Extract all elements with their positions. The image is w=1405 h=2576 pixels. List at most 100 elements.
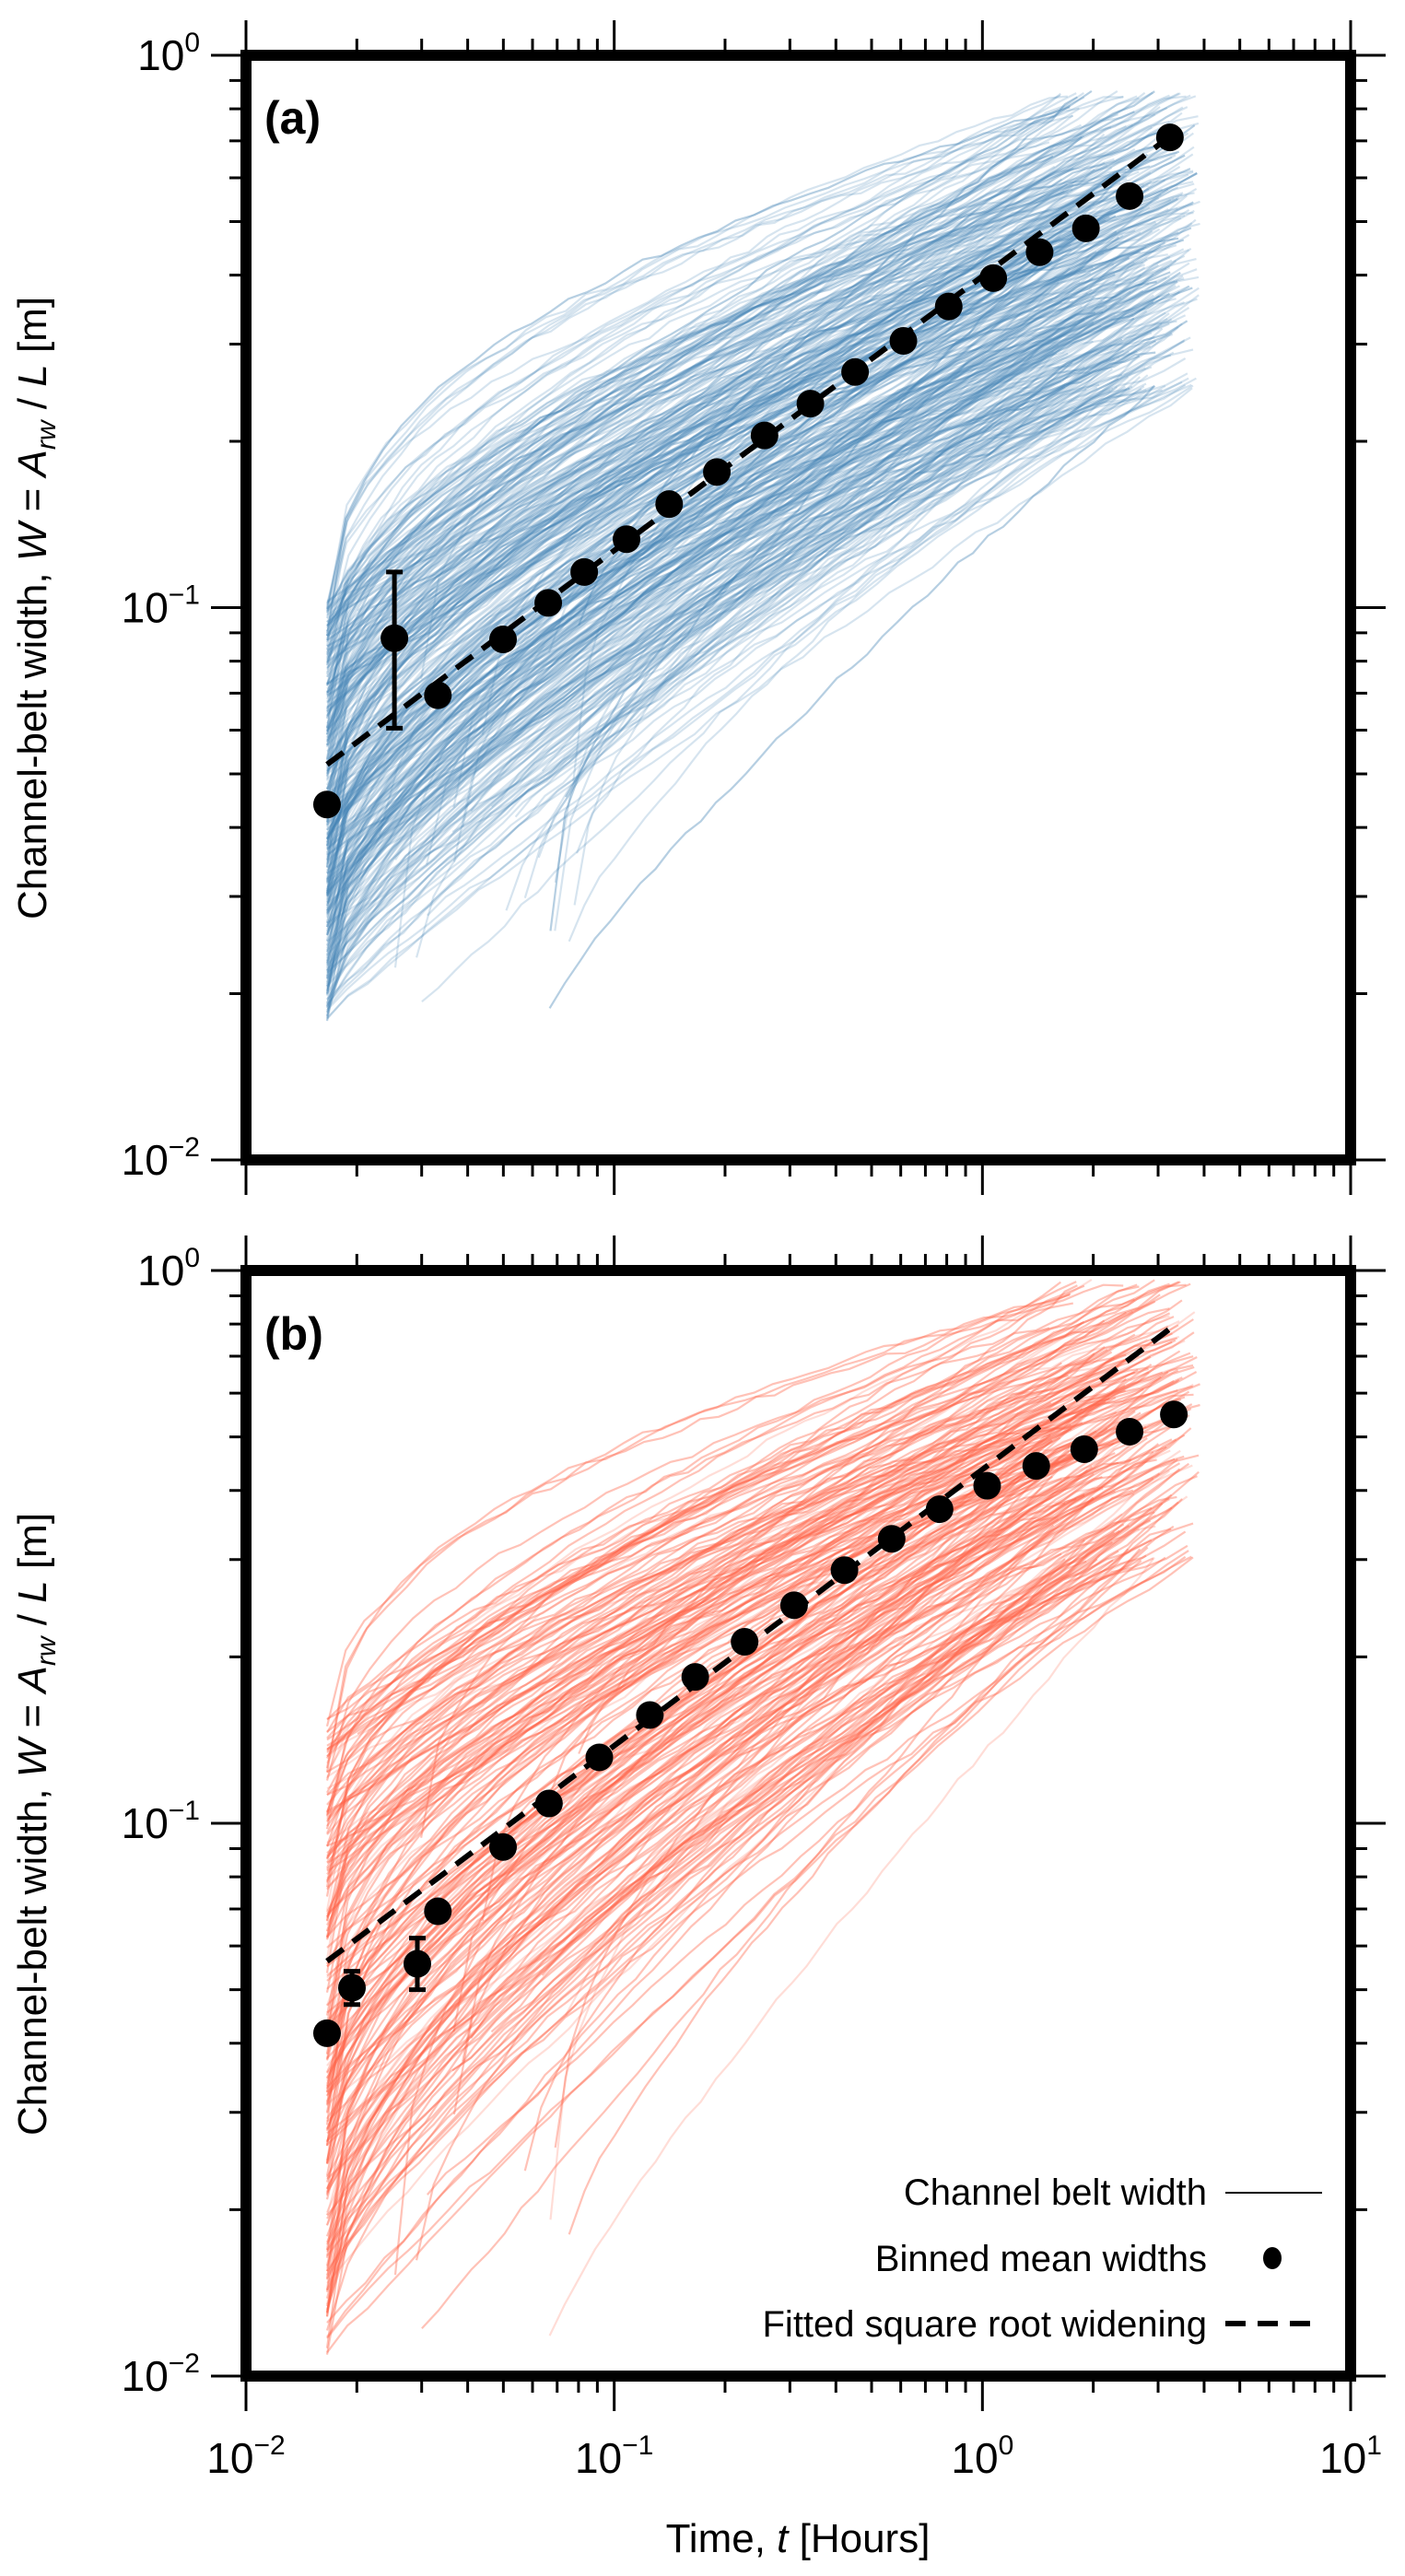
ensemble-trace bbox=[325, 201, 1194, 790]
ensemble-trace bbox=[325, 1461, 1119, 2073]
ensemble-trace bbox=[326, 275, 1184, 766]
ensemble-trace bbox=[326, 298, 1198, 847]
ensemble-trace bbox=[326, 90, 1155, 626]
ensemble-trace bbox=[326, 1438, 1177, 2023]
ensemble-trace bbox=[325, 357, 1187, 966]
ensemble-trace bbox=[326, 1475, 1198, 2089]
ensemble-trace bbox=[326, 282, 1150, 817]
ensemble-trace bbox=[523, 332, 1173, 899]
ensemble-trace bbox=[326, 344, 1113, 884]
ensemble-trace bbox=[326, 1332, 1173, 1915]
ensemble-trace bbox=[325, 333, 1174, 962]
ensemble-trace bbox=[325, 357, 1116, 971]
ensemble-trace bbox=[326, 385, 1133, 978]
ensemble-trace bbox=[325, 132, 1189, 685]
ensemble-trace bbox=[326, 280, 1178, 893]
ensemble-trace bbox=[325, 135, 1085, 686]
binned-mean-point bbox=[489, 1832, 518, 1861]
ensemble-trace bbox=[325, 1487, 1095, 2055]
x-tick-exp: 1 bbox=[1366, 2430, 1382, 2461]
ensemble-trace bbox=[325, 1312, 1171, 1817]
ensemble-trace bbox=[326, 327, 1060, 965]
ensemble-trace bbox=[578, 96, 1078, 626]
ensemble-trace bbox=[325, 1518, 1060, 2313]
ensemble-trace bbox=[325, 150, 1180, 759]
ensemble-trace bbox=[470, 1378, 1128, 2039]
ensemble-trace bbox=[326, 287, 1193, 840]
binned-mean-point bbox=[731, 1627, 759, 1656]
ensemble-trace bbox=[326, 97, 1140, 604]
ensemble-trace bbox=[325, 95, 1187, 643]
ensemble-trace bbox=[325, 1365, 1195, 1993]
x-tick-label: 10−1 bbox=[575, 2430, 653, 2482]
ensemble-trace bbox=[378, 199, 1083, 837]
ensemble-trace bbox=[326, 1359, 1126, 1965]
ensemble-trace bbox=[452, 277, 1185, 808]
ensemble-trace bbox=[325, 185, 1113, 777]
ensemble-trace bbox=[326, 1439, 1052, 1913]
ensemble-trace bbox=[325, 344, 1060, 991]
ensemble-trace bbox=[326, 327, 1164, 956]
ensemble-trace bbox=[325, 1472, 1160, 2045]
ensemble-trace bbox=[325, 387, 1130, 964]
ensemble-trace bbox=[325, 1437, 1148, 2129]
ensemble-trace bbox=[394, 250, 1140, 861]
binned-mean-point bbox=[796, 390, 825, 418]
ensemble-trace bbox=[325, 1544, 1188, 2251]
ensemble-trace bbox=[325, 95, 1124, 605]
ensemble-trace bbox=[541, 188, 1169, 772]
ensemble-trace bbox=[325, 326, 1160, 936]
ensemble-trace bbox=[326, 94, 1170, 603]
y-tick-exp: −1 bbox=[169, 580, 200, 611]
ensemble-trace bbox=[326, 1385, 1126, 1926]
ensemble-trace bbox=[326, 1284, 1085, 1753]
ensemble-trace bbox=[326, 222, 1200, 746]
y-tick-exp: −2 bbox=[169, 1132, 200, 1163]
ensemble-trace bbox=[326, 1498, 1095, 2276]
ensemble-trace bbox=[326, 1378, 1180, 1806]
legend: Channel belt width Binned mean widths Fi… bbox=[763, 2172, 1322, 2345]
ensemble-trace bbox=[326, 1493, 1173, 2251]
ensemble-trace bbox=[325, 305, 1108, 972]
ensemble-trace bbox=[326, 365, 1060, 995]
ensemble-trace bbox=[326, 294, 1154, 980]
ensemble-trace bbox=[326, 183, 1074, 685]
ensemble-trace bbox=[554, 285, 1190, 931]
ensemble-trace bbox=[326, 1452, 1116, 2079]
ensemble-trace bbox=[325, 1307, 1170, 1813]
ensemble-trace bbox=[325, 1462, 1181, 2164]
ensemble-trace bbox=[326, 367, 1146, 972]
ensemble-trace bbox=[326, 1353, 1127, 1871]
ensemble-trace bbox=[326, 132, 1194, 612]
x-tick-label: 101 bbox=[1319, 2430, 1382, 2482]
ensemble-trace bbox=[326, 1376, 1162, 1869]
ensemble-trace bbox=[325, 229, 1096, 761]
ensemble-trace bbox=[325, 351, 1156, 861]
ensemble-trace bbox=[548, 1556, 1155, 2336]
ensemble-trace bbox=[326, 1352, 1191, 1857]
ensemble-trace bbox=[326, 183, 1145, 637]
ylabel-A: A bbox=[10, 1666, 55, 1695]
ensemble-trace bbox=[481, 164, 1108, 735]
ensemble-trace bbox=[325, 385, 1154, 996]
ensemble-trace bbox=[325, 1425, 1147, 2032]
ensemble-trace bbox=[326, 1489, 1134, 2074]
ensemble-trace bbox=[326, 216, 1110, 704]
ensemble-trace bbox=[325, 134, 1180, 641]
ensemble-trace bbox=[326, 1525, 1130, 2142]
ensemble-trace bbox=[462, 244, 1118, 827]
ensemble-trace bbox=[325, 1493, 1085, 2190]
ensemble-trace bbox=[325, 1388, 1144, 1973]
ensemble-trace bbox=[325, 1293, 1071, 1814]
ensemble-trace bbox=[452, 1455, 1185, 2032]
ensemble-trace bbox=[325, 1447, 1087, 2104]
ensemble-trace bbox=[326, 1560, 1142, 2339]
ylabel-eq: = bbox=[10, 476, 55, 522]
ensemble-trace bbox=[325, 1440, 1135, 2131]
ylabel-L: L bbox=[10, 364, 55, 386]
ensemble-trace bbox=[326, 218, 1083, 850]
ensemble-trace bbox=[326, 257, 1061, 732]
ensemble-trace bbox=[326, 218, 1197, 837]
ensemble-trace bbox=[326, 233, 1190, 865]
ensemble-trace bbox=[326, 90, 1155, 626]
